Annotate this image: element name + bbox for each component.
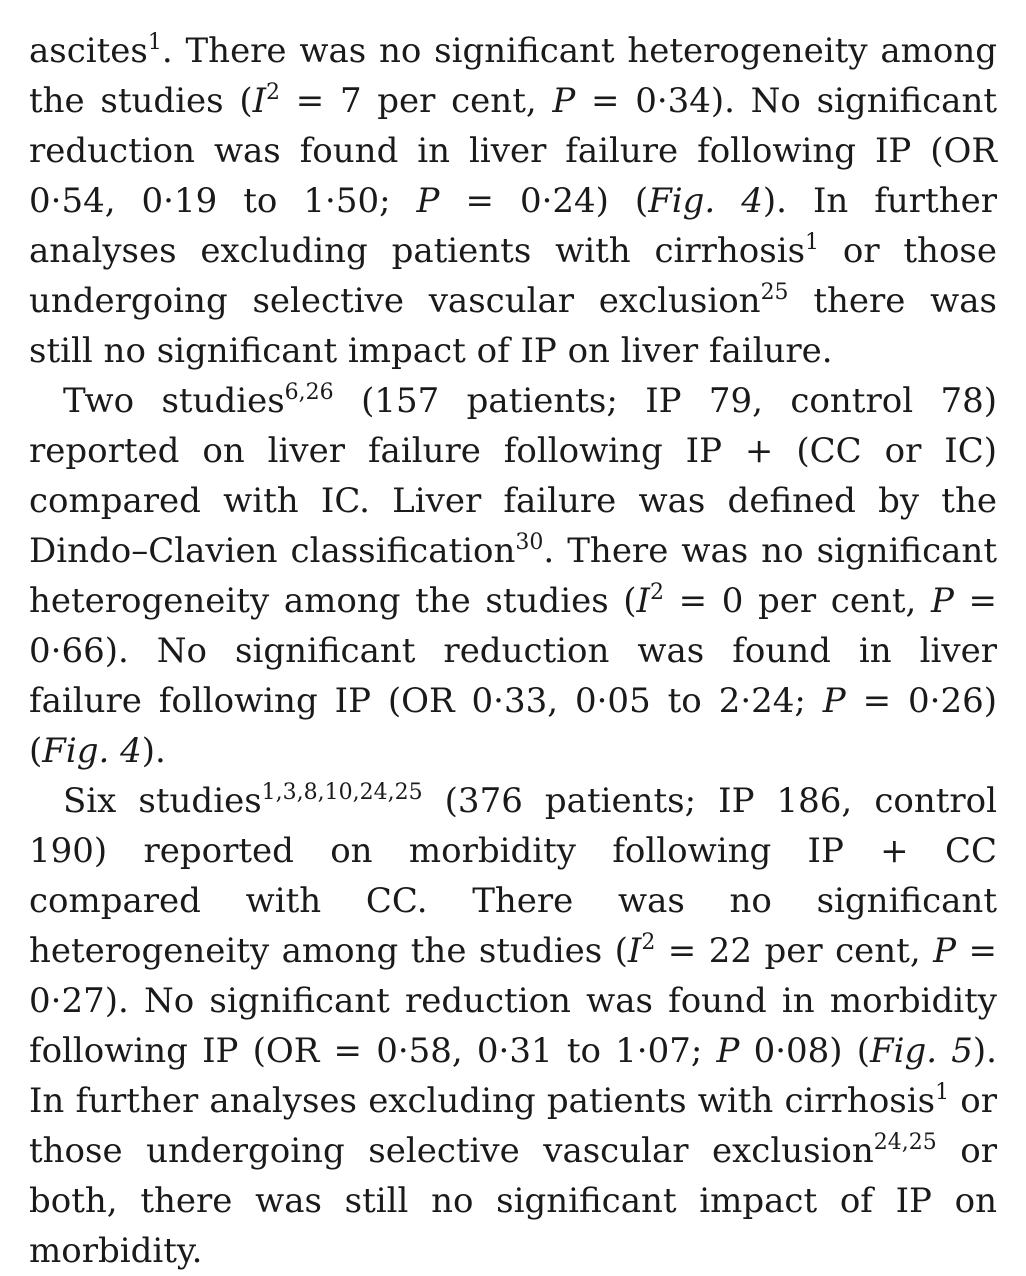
text-run: ascites — [29, 31, 148, 71]
text-run: = 0·24) ( — [439, 181, 649, 221]
body-paragraph: ascites1. There was no significant heter… — [29, 26, 997, 376]
text-run: ). In further analyses excluding patient… — [29, 181, 997, 271]
citation-superscript: 2 — [649, 580, 664, 605]
italic-text: P — [933, 931, 957, 971]
italic-text: 4 — [120, 731, 142, 771]
text-run: ). — [141, 731, 166, 771]
italic-text: Fig. — [42, 731, 110, 771]
italic-text: I — [252, 81, 267, 121]
italic-text: 4 — [741, 181, 763, 221]
text-run: = 0·66). No significant reduction was fo… — [29, 581, 998, 721]
citation-superscript: 1,3,8,10,24,25 — [261, 780, 423, 805]
citation-superscript: 25 — [760, 280, 789, 305]
italic-text: Fig. — [870, 1031, 938, 1071]
text-run: (376 patients; IP 186, control 190) repo… — [29, 781, 997, 971]
citation-superscript: 1 — [935, 1080, 950, 1105]
italic-text: Fig. — [648, 181, 716, 221]
text-run: . There was no significant heterogeneity… — [29, 531, 997, 621]
text-run: 0·08) ( — [739, 1031, 871, 1071]
text-run: Two studies — [63, 381, 285, 421]
text-run: or those undergoing selective vascular e… — [29, 231, 997, 321]
italic-text: P — [716, 1031, 740, 1071]
text-run: (157 patients; IP 79, control 78) report… — [29, 381, 997, 571]
body-paragraph: Two studies6,26 (157 patients; IP 79, co… — [29, 376, 997, 776]
article-body: ascites1. There was no significant heter… — [29, 26, 997, 1276]
italic-text: I — [636, 581, 650, 621]
italic-text: P — [552, 81, 576, 121]
text-run — [109, 731, 120, 771]
citation-superscript: 2 — [266, 80, 281, 105]
citation-superscript: 24,25 — [873, 1130, 937, 1155]
text-run: = 7 per cent, — [280, 81, 553, 121]
text-run: = 0·34). No significant reduction was fo… — [29, 81, 998, 221]
text-run: = 22 per cent, — [655, 931, 934, 971]
italic-text: I — [627, 931, 642, 971]
italic-text: P — [416, 181, 440, 221]
text-run: = 0·27). No significant reduction was fo… — [29, 931, 997, 1071]
text-run: there was still no significant impact of… — [29, 281, 997, 371]
citation-superscript: 6,26 — [284, 380, 334, 405]
text-run — [715, 181, 741, 221]
text-run: or those undergoing selective vascular e… — [29, 1081, 998, 1171]
text-run: = 0 per cent, — [663, 581, 931, 621]
text-run: = 0·26) ( — [29, 681, 998, 771]
citation-superscript: 1 — [147, 30, 162, 55]
citation-superscript: 30 — [515, 530, 544, 555]
text-run: ). In further analyses excluding patient… — [29, 1031, 997, 1121]
citation-superscript: 2 — [641, 930, 656, 955]
italic-text: 5 — [951, 1031, 973, 1071]
italic-text: P — [822, 681, 846, 721]
citation-superscript: 1 — [805, 230, 820, 255]
text-run — [937, 1031, 951, 1071]
text-run: Six studies — [63, 781, 262, 821]
italic-text: P — [930, 581, 954, 621]
body-paragraph: Six studies1,3,8,10,24,25 (376 patients;… — [29, 776, 997, 1276]
text-run: . There was no significant heterogeneity… — [29, 31, 997, 121]
